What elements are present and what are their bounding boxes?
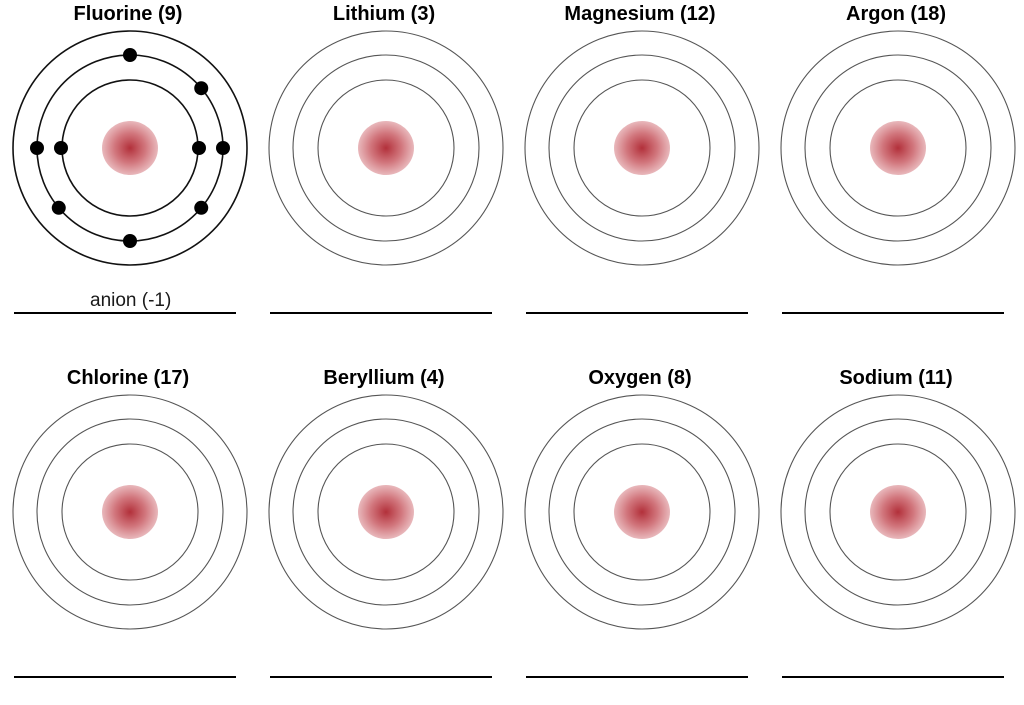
electron (194, 200, 209, 215)
answer-field[interactable] (270, 284, 492, 314)
electron (123, 234, 137, 248)
electron (123, 48, 137, 62)
electron-shell-3 (524, 30, 760, 266)
nucleus (614, 485, 670, 539)
electron-shell-1 (829, 79, 967, 217)
atom-title: Lithium (3) (332, 3, 436, 25)
electron-shell-2 (804, 54, 992, 242)
answer-line (526, 312, 748, 314)
atom-title: Magnesium (12) (564, 3, 716, 25)
nucleus (870, 121, 926, 175)
answer-text: anion (-1) (90, 290, 172, 311)
electron (51, 200, 66, 215)
electron-shell-1 (317, 443, 455, 581)
electron-shell-1 (317, 79, 455, 217)
bohr-diagram-fluorine (12, 30, 248, 266)
electron (54, 141, 68, 155)
nucleus (870, 485, 926, 539)
bohr-diagram-argon (780, 30, 1016, 266)
electron-shell-1 (829, 443, 967, 581)
atom-title: Chlorine (17) (66, 367, 190, 389)
electron-shell-2 (292, 54, 480, 242)
atom-card-lithium: Lithium (3) (256, 0, 512, 341)
nucleus (102, 485, 158, 539)
answer-line (14, 312, 236, 314)
electron-shell-3 (780, 394, 1016, 630)
bohr-model-worksheet: Fluorine (9) anion (-1) Lithium (3) Magn… (0, 0, 1024, 678)
bohr-diagram-lithium (268, 30, 504, 266)
answer-field[interactable] (782, 648, 1004, 678)
answer-line (782, 312, 1004, 314)
atom-card-argon: Argon (18) (768, 0, 1024, 341)
answer-field[interactable] (14, 648, 236, 678)
answer-line (782, 676, 1004, 678)
nucleus (358, 121, 414, 175)
nucleus (102, 121, 158, 175)
atom-title: Argon (18) (846, 3, 946, 25)
atom-card-chlorine: Chlorine (17) (0, 364, 256, 705)
answer-line (270, 676, 492, 678)
electron-shell-2 (804, 418, 992, 606)
electron-shell-3 (524, 394, 760, 630)
answer-field[interactable] (270, 648, 492, 678)
electron-shell-3 (268, 394, 504, 630)
electron (192, 141, 206, 155)
answer-line (14, 676, 236, 678)
electron-shell-1 (573, 443, 711, 581)
answer-line (270, 312, 492, 314)
answer-field[interactable] (782, 284, 1004, 314)
nucleus (358, 485, 414, 539)
nucleus (614, 121, 670, 175)
bohr-diagram-magnesium (524, 30, 760, 266)
answer-line (526, 676, 748, 678)
atom-card-sodium: Sodium (11) (768, 364, 1024, 705)
electron-shell-3 (12, 394, 248, 630)
atom-card-magnesium: Magnesium (12) (512, 0, 768, 341)
electron-shell-2 (36, 418, 224, 606)
electron-shell-2 (548, 418, 736, 606)
electron-shell-3 (780, 30, 1016, 266)
electron (216, 141, 230, 155)
answer-field[interactable] (526, 284, 748, 314)
atom-card-beryllium: Beryllium (4) (256, 364, 512, 705)
atom-title: Sodium (11) (839, 367, 953, 389)
answer-field[interactable] (526, 648, 748, 678)
answer-field[interactable]: anion (-1) (14, 284, 236, 314)
atom-card-fluorine: Fluorine (9) anion (-1) (0, 0, 256, 341)
bohr-diagram-chlorine (12, 394, 248, 630)
electron-shell-3 (268, 30, 504, 266)
electron-shell-3 (12, 30, 248, 266)
bohr-diagram-sodium (780, 394, 1016, 630)
atom-card-oxygen: Oxygen (8) (512, 364, 768, 705)
atom-title: Beryllium (4) (323, 367, 445, 389)
bohr-diagram-oxygen (524, 394, 760, 630)
electron (30, 141, 44, 155)
electron-shell-2 (292, 418, 480, 606)
electron-shell-1 (61, 443, 199, 581)
atom-title: Fluorine (9) (73, 3, 183, 25)
electron-shell-1 (573, 79, 711, 217)
bohr-diagram-beryllium (268, 394, 504, 630)
electron (194, 81, 209, 96)
atom-title: Oxygen (8) (588, 367, 692, 389)
electron-shell-2 (548, 54, 736, 242)
